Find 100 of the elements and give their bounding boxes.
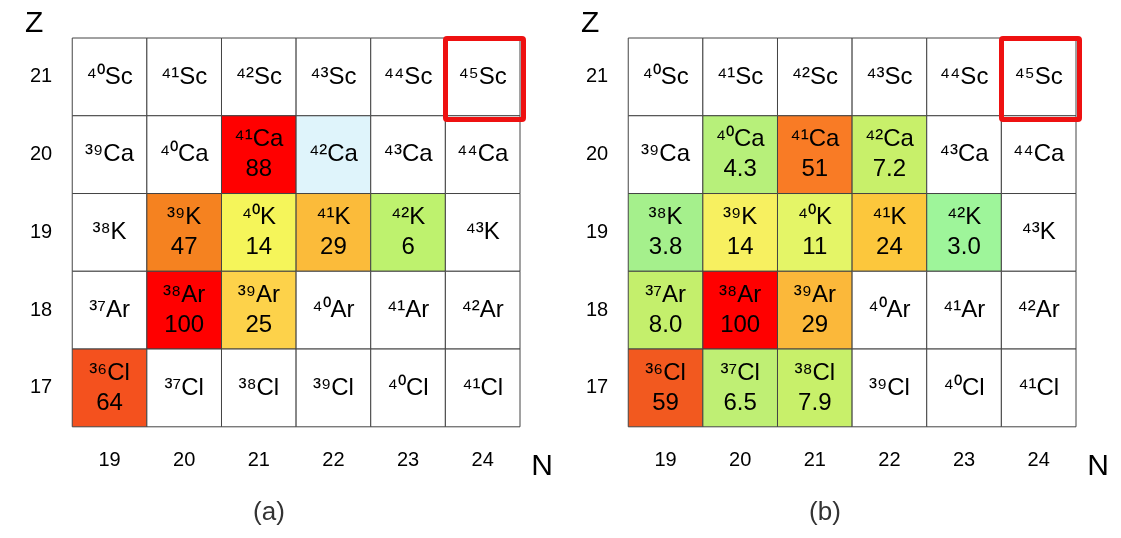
annotation: ⁴²Ca: [308, 139, 359, 167]
data-label: 100: [720, 309, 761, 337]
y-tick-label: 18: [30, 297, 53, 320]
annotation: ⁴⁰Ca: [715, 124, 766, 152]
annotation: ³⁹Ar: [237, 279, 280, 307]
data-label: 100: [164, 309, 205, 337]
y-tick-label: 20: [586, 142, 609, 165]
annotation: ⁴³Ca: [939, 139, 990, 167]
annotation: ⁴¹Sc: [161, 61, 208, 89]
data-label: 7.2: [872, 154, 907, 182]
x-tick-label: 23: [952, 448, 976, 471]
annotation: ⁴⁴Sc: [383, 61, 433, 89]
y-axis-title: Z: [581, 5, 600, 39]
annotation: ⁴²Ar: [1017, 294, 1060, 322]
data-label: 3.0: [947, 232, 981, 260]
annotation: ⁴⁵Sc: [1014, 61, 1063, 89]
x-tick-label: 21: [247, 448, 270, 471]
annotation: ³⁸K: [648, 202, 683, 230]
annotation: ³⁸Cl: [794, 357, 836, 385]
x-tick-label: 24: [471, 448, 494, 471]
annotation: ³⁹Ca: [641, 139, 691, 167]
y-tick-label: 20: [30, 142, 53, 165]
x-tick-label: 22: [322, 448, 345, 471]
y-axis-title: Z: [25, 5, 44, 39]
x-axis-title: N: [1087, 448, 1109, 482]
x-tick-label: 19: [98, 448, 121, 471]
x-tick-label: 19: [654, 448, 677, 471]
data-label: 7.9: [798, 387, 832, 415]
x-tick-label: 23: [396, 448, 420, 471]
annotation: ³⁸Ar: [719, 279, 762, 307]
annotation: ³⁸K: [92, 217, 127, 245]
annotation: ⁴¹Cl: [462, 372, 504, 400]
annotation: ⁴⁵Sc: [458, 61, 507, 89]
annotation: ⁴³Ca: [383, 139, 434, 167]
annotation: ⁴¹K: [872, 202, 907, 230]
annotation: ⁴²Ar: [461, 294, 504, 322]
y-tick-label: 19: [586, 219, 609, 242]
annotation: ⁴¹Ar: [386, 294, 430, 322]
annotation: ⁴³K: [465, 217, 500, 245]
y-tick-label: 21: [30, 64, 53, 87]
annotation: ⁴²Ca: [864, 124, 915, 152]
x-tick-label: 24: [1027, 448, 1050, 471]
annotation: ³⁹Ca: [85, 139, 135, 167]
x-tick-label: 21: [803, 448, 826, 471]
annotation: ⁴¹Ar: [942, 294, 986, 322]
data-label: 11: [802, 232, 828, 260]
annotation: ⁴⁰Ar: [868, 294, 911, 322]
text: (a): [253, 495, 285, 526]
annotation: ⁴⁰Ar: [312, 294, 355, 322]
annotation: ⁴³K: [1021, 217, 1056, 245]
annotation: ⁴²K: [390, 202, 426, 230]
annotation: ³⁶Cl: [645, 357, 686, 385]
annotation: ⁴⁴Ca: [1013, 139, 1065, 167]
annotation: ³⁸Cl: [238, 372, 280, 400]
data-label: 29: [801, 309, 829, 337]
x-tick-label: 20: [729, 448, 752, 471]
data-label: 14: [245, 232, 273, 260]
annotation: ³⁶Cl: [89, 357, 130, 385]
annotation: ³⁹Cl: [868, 372, 910, 400]
x-tick-label: 20: [173, 448, 196, 471]
annotation: ⁴¹Ca: [234, 124, 284, 152]
annotation: ⁴⁰Sc: [642, 61, 689, 89]
annotation: ⁴⁴Sc: [939, 61, 989, 89]
y-tick-label: 18: [586, 297, 609, 320]
annotation: ⁴¹Cl: [1018, 372, 1060, 400]
data-label: 8.0: [648, 309, 683, 337]
data-label: 3.8: [648, 232, 683, 260]
y-tick-label: 19: [30, 219, 53, 242]
annotation: ⁴²K: [946, 202, 982, 230]
annotation: ⁴⁰Ca: [159, 139, 210, 167]
annotation: ³⁷Ar: [89, 294, 130, 322]
annotation: ⁴⁰K: [241, 202, 276, 230]
data-label: 6.5: [723, 387, 757, 415]
annotation: ³⁷Cl: [164, 372, 204, 400]
annotation: ⁴²Sc: [791, 61, 838, 89]
annotation: ⁴¹Ca: [790, 124, 840, 152]
data-label: 4.3: [723, 154, 757, 182]
annotation: ³⁸Ar: [163, 279, 206, 307]
annotation: ⁴¹K: [316, 202, 351, 230]
data-label: 24: [876, 232, 903, 260]
annotation: ⁴³Sc: [866, 61, 913, 89]
text: (b): [809, 495, 841, 526]
annotation: ³⁷Ar: [645, 279, 686, 307]
data-label: 64: [96, 387, 123, 415]
annotation: ⁴⁰Cl: [387, 372, 429, 400]
x-tick-label: 22: [878, 448, 901, 471]
annotation: ⁴¹Sc: [717, 61, 764, 89]
data-label: 88: [245, 154, 273, 182]
annotation: ³⁹Cl: [312, 372, 354, 400]
annotation: ³⁹K: [167, 202, 202, 230]
data-label: 14: [726, 232, 754, 260]
annotation: ⁴²Sc: [235, 61, 282, 89]
annotation: ⁴⁰Sc: [86, 61, 133, 89]
data-label: 47: [170, 232, 198, 260]
annotation: ³⁷Cl: [720, 357, 760, 385]
data-label: 25: [245, 309, 273, 337]
annotation: ⁴⁰K: [797, 202, 832, 230]
data-label: 51: [801, 154, 829, 182]
data-label: 6: [401, 232, 415, 260]
y-tick-label: 21: [586, 64, 609, 87]
